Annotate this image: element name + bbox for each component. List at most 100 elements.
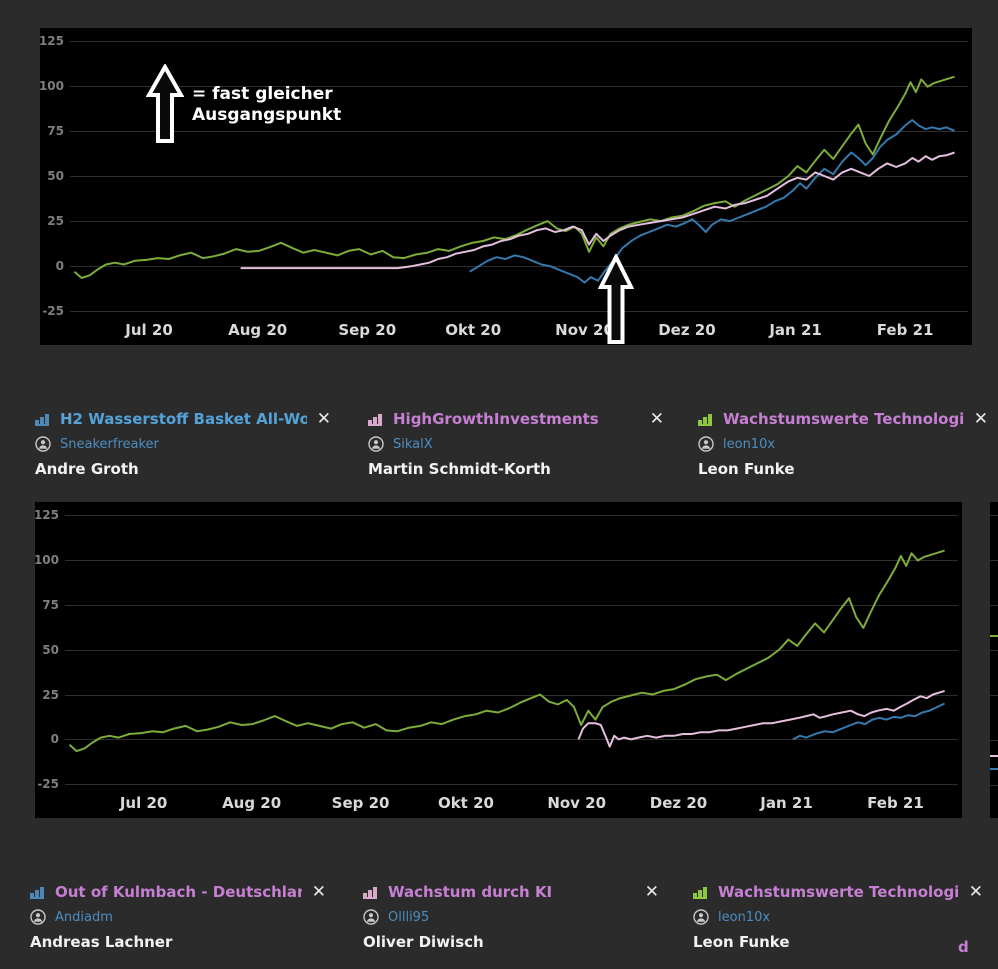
y-axis-label: 125: [33, 507, 59, 522]
x-axis-label: Feb 21: [867, 794, 924, 812]
y-axis-label: 125: [38, 33, 64, 48]
gridline: [65, 649, 958, 651]
x-axis-label: Aug 20: [222, 794, 282, 812]
legend-card: Wachstumswerte Technologiese... ✕ leon10…: [693, 881, 983, 961]
x-axis-label: Jan 21: [760, 794, 813, 812]
plot-area[interactable]: [65, 502, 958, 788]
user-icon: [693, 909, 709, 925]
y-axis-label: 25: [47, 214, 64, 229]
gridline: [70, 85, 968, 87]
wikifolio-title-link[interactable]: H2 Wasserstoff Basket All-World: [60, 410, 307, 428]
y-axis-label: 100: [38, 78, 64, 93]
gridline: [70, 311, 968, 313]
x-axis: Jul 20 Aug 20 Sep 20 Okt 20 Nov 20 Dez 20 Jan …: [65, 788, 958, 818]
legend-card: Wachstum durch KI ✕ Ollli95 Oliver Diwis…: [363, 881, 659, 961]
plot-area[interactable]: [70, 28, 968, 315]
bar-chart-icon: [693, 885, 709, 899]
series-line-wachstumswerte-technologie: [74, 77, 954, 278]
wikifolio-title-link[interactable]: Wachstum durch KI: [388, 883, 553, 901]
y-axis: 125 100 75 50 25 0 -25: [33, 502, 61, 792]
cutoff-text-fragment: d: [958, 938, 969, 956]
x-axis-label: Jul 20: [119, 794, 168, 812]
series-line-h2-wasserstoff: [470, 120, 955, 282]
user-icon: [368, 436, 384, 452]
cutoff-chart-strip[interactable]: [990, 502, 998, 818]
y-axis-label: 75: [47, 123, 64, 138]
x-axis-label: Dez 20: [658, 321, 716, 339]
wikifolio-title-link[interactable]: Wachstumswerte Technologiese...: [718, 883, 959, 901]
gridline: [70, 130, 968, 132]
user-icon: [30, 909, 46, 925]
trader-name: Oliver Diwisch: [363, 933, 484, 951]
comparison-chart-top[interactable]: 125 100 75 50 25 0 -25 Jul 20 Aug 20 Sep 20 Okt 2…: [38, 28, 972, 345]
gridline: [70, 176, 968, 177]
gridline: [65, 604, 958, 606]
annotation-line-1: = fast gleicher: [192, 84, 333, 104]
x-axis-label: Feb 21: [876, 321, 934, 339]
x-axis-label: Jul 20: [125, 321, 173, 339]
series-line-highgrowthinvestments: [241, 153, 955, 269]
gridline: [65, 514, 958, 516]
wikifolio-title-link[interactable]: Wachstumswerte Technologiese...: [723, 410, 964, 428]
annotation-text: = fast gleicher Ausgangspunkt: [192, 84, 341, 126]
comparison-chart-bottom[interactable]: 125 100 75 50 25 0 -25 Jul 20 Aug 20 Sep 20 Okt 2…: [33, 502, 962, 818]
y-axis-label: 25: [42, 687, 59, 702]
series-line-stub-blue: [990, 768, 998, 770]
wikifolio-title-link[interactable]: Out of Kulmbach - Deutschland: [55, 883, 302, 901]
trader-name: Leon Funke: [698, 460, 795, 478]
user-icon: [698, 436, 714, 452]
y-axis-label: 50: [42, 642, 59, 657]
username-link[interactable]: Sneakerfreaker: [60, 436, 159, 452]
trader-name: Martin Schmidt-Korth: [368, 460, 551, 478]
username-link[interactable]: leon10x: [718, 909, 771, 925]
y-axis-label: -25: [37, 777, 59, 792]
y-axis: 125 100 75 50 25 0 -25: [38, 28, 66, 319]
username-link[interactable]: Ollli95: [388, 909, 430, 925]
y-axis-label: 75: [42, 597, 59, 612]
x-axis: Jul 20 Aug 20 Sep 20 Okt 20 Nov 20 Dez 20 Jan …: [70, 315, 968, 345]
x-axis-label: Nov 20: [555, 321, 614, 339]
gridline: [70, 40, 968, 42]
gridline: [65, 559, 958, 561]
x-axis-label: Dez 20: [649, 794, 708, 812]
bar-chart-icon: [30, 885, 46, 899]
gridline: [70, 266, 968, 268]
bar-chart-icon: [35, 412, 51, 426]
legend-card: Wachstumswerte Technologiese... ✕ leon10…: [698, 408, 988, 488]
bar-chart-icon: [698, 412, 714, 426]
legend-card: H2 Wasserstoff Basket All-World ✕ Sneake…: [35, 408, 331, 488]
y-axis-label: 100: [33, 552, 59, 567]
username-link[interactable]: SikalX: [393, 436, 433, 452]
close-icon[interactable]: ✕: [644, 881, 659, 902]
series-line-stub-pink: [990, 755, 998, 757]
close-icon[interactable]: ✕: [316, 408, 331, 429]
close-icon[interactable]: ✕: [968, 881, 983, 902]
x-axis-label: Sep 20: [331, 794, 390, 812]
gridline: [65, 784, 958, 786]
user-icon: [35, 436, 51, 452]
x-axis-label: Okt 20: [437, 794, 494, 812]
close-icon[interactable]: ✕: [311, 881, 326, 902]
bar-chart-icon: [363, 885, 379, 899]
close-icon[interactable]: ✕: [973, 408, 988, 429]
username-link[interactable]: leon10x: [723, 436, 776, 452]
y-axis-label: 0: [50, 732, 59, 747]
trader-name: Andreas Lachner: [30, 933, 173, 951]
gridline: [70, 221, 968, 223]
legend-card: HighGrowthInvestments ✕ SikalX Martin Sc…: [368, 408, 664, 488]
x-axis-label: Nov 20: [547, 794, 607, 812]
y-axis-label: -25: [42, 304, 64, 319]
y-axis-label: 50: [47, 169, 64, 183]
trader-name: Andre Groth: [35, 460, 139, 478]
gridline: [65, 694, 958, 696]
annotation-arrow-up-icon: [597, 252, 635, 344]
username-link[interactable]: Andiadm: [55, 909, 113, 925]
close-icon[interactable]: ✕: [649, 408, 664, 429]
legend-card: Out of Kulmbach - Deutschland ✕ Andiadm …: [30, 881, 326, 961]
wikifolio-title-link[interactable]: HighGrowthInvestments: [393, 410, 599, 428]
bar-chart-icon: [368, 412, 384, 426]
annotation-arrow-up-icon: [145, 62, 185, 144]
x-axis-label: Okt 20: [445, 321, 502, 339]
x-axis-label: Sep 20: [338, 321, 397, 339]
